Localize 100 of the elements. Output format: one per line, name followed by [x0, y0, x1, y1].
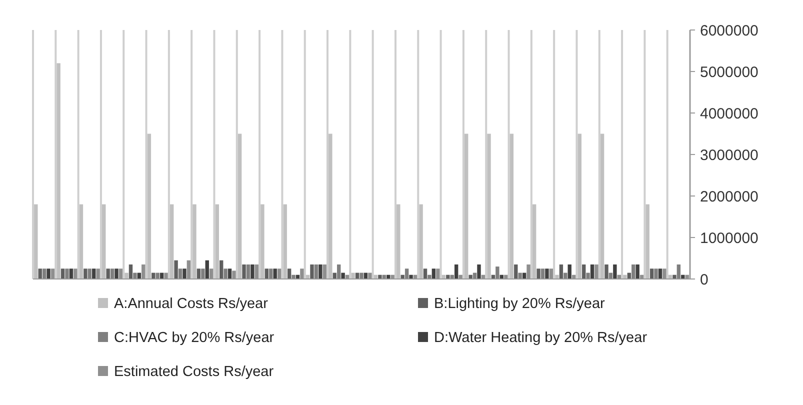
bar: [192, 204, 196, 279]
bar: [532, 204, 536, 279]
bar: [65, 268, 69, 279]
bar: [518, 272, 522, 279]
bar: [341, 272, 345, 279]
legend-label: A:Annual Costs Rs/year: [114, 296, 268, 312]
bar: [42, 268, 46, 279]
bar: [114, 268, 118, 279]
bar: [396, 204, 400, 279]
bar: [623, 274, 627, 279]
bar: [292, 274, 296, 279]
bar: [496, 266, 500, 279]
bar: [540, 268, 545, 279]
bar: [360, 272, 364, 279]
y-tick-label: 2000000: [700, 188, 758, 206]
bar: [133, 272, 137, 279]
bar: [487, 134, 491, 279]
bar: [69, 268, 74, 279]
y-tick-label: 6000000: [700, 22, 758, 40]
bar: [46, 268, 50, 279]
bar: [147, 134, 152, 279]
bar: [92, 268, 96, 279]
bar: [590, 264, 594, 279]
bar: [446, 274, 450, 279]
bar: [578, 134, 582, 279]
bar: [106, 268, 110, 279]
bar: [60, 268, 65, 279]
bar: [428, 274, 432, 279]
bar: [510, 134, 514, 279]
bar: [264, 268, 269, 279]
bar: [559, 264, 564, 279]
bar: [613, 264, 617, 279]
bar: [586, 272, 590, 279]
legend-label: Estimated Costs Rs/year: [114, 364, 274, 380]
bar: [318, 264, 322, 279]
bar: [110, 268, 114, 279]
bar: [34, 204, 38, 279]
bar: [464, 134, 468, 279]
bar: [336, 264, 341, 279]
bar: [650, 268, 654, 279]
bar: [215, 204, 219, 279]
legend-label: C:HVAC by 20% Rs/year: [114, 330, 274, 346]
bar: [536, 268, 540, 279]
bar: [250, 264, 254, 279]
bar: [400, 274, 404, 279]
bar: [555, 274, 559, 279]
bar: [128, 264, 133, 279]
bar: [242, 264, 246, 279]
bar: [600, 134, 604, 279]
bar: [205, 260, 209, 279]
bar: [201, 268, 205, 279]
bar: [238, 134, 242, 279]
bar: [310, 264, 314, 279]
bar: [56, 63, 60, 279]
bar: [196, 268, 201, 279]
bar: [269, 268, 273, 279]
bar: [545, 268, 549, 279]
bar: [658, 268, 662, 279]
bar: [178, 268, 182, 279]
y-tick-label: 5000000: [700, 64, 758, 81]
bar: [582, 264, 586, 279]
bar: [672, 274, 676, 279]
bar: [423, 268, 428, 279]
bar: [404, 268, 409, 279]
y-tick-label: 4000000: [700, 105, 758, 122]
bar: [287, 268, 292, 279]
bar: [477, 264, 481, 279]
bar: [454, 264, 458, 279]
bar: [604, 264, 608, 279]
bar: [228, 268, 232, 279]
bar: [654, 268, 658, 279]
bar: [432, 268, 436, 279]
bar: [328, 134, 332, 279]
bar: [84, 268, 88, 279]
bar: [273, 268, 277, 279]
y-tick-label: 0: [700, 271, 708, 288]
bar: [283, 204, 287, 279]
bar: [124, 272, 128, 279]
bar: [676, 264, 681, 279]
bar: [409, 274, 413, 279]
bar: [79, 204, 84, 279]
bar: [246, 264, 250, 279]
bar: [224, 268, 228, 279]
bar: [102, 204, 106, 279]
bar: [220, 260, 224, 279]
bar: [88, 268, 92, 279]
bar: [568, 264, 572, 279]
bar: [419, 204, 423, 279]
bar: [632, 264, 636, 279]
legend-label: D:Water Heating by 20% Rs/year: [434, 330, 648, 346]
bar: [314, 264, 318, 279]
bar: [636, 264, 640, 279]
bar: [468, 274, 472, 279]
bar: [170, 204, 174, 279]
bar: [378, 274, 382, 279]
bar: [646, 204, 650, 279]
y-tick-label: 1000000: [700, 230, 758, 247]
bar: [174, 260, 178, 279]
legend-label: B:Lighting by 20% Rs/year: [434, 296, 606, 312]
bar: [260, 204, 264, 279]
